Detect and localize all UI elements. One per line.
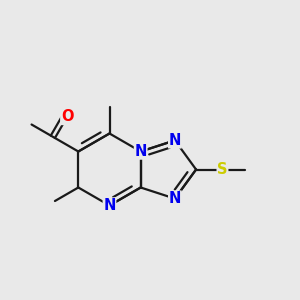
Text: N: N — [169, 133, 181, 148]
Text: N: N — [169, 191, 181, 206]
Text: S: S — [217, 162, 228, 177]
Text: N: N — [103, 198, 116, 213]
Text: N: N — [134, 144, 147, 159]
Text: O: O — [61, 110, 73, 124]
